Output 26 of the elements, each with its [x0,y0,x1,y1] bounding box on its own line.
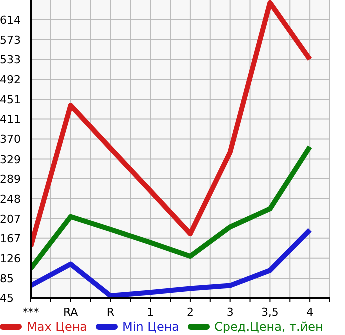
x-tick-label: *** [22,306,40,319]
y-tick-label: 126 [0,252,21,266]
y-tick-label: 248 [0,192,21,206]
x-tick-label: R [106,306,115,319]
y-tick-label: 492 [0,74,21,87]
y-tick-label: 411 [0,113,21,126]
y-tick-label: 533 [0,54,21,67]
y-tick-label: 329 [0,153,21,166]
x-tick-label: 3,5 [261,306,279,319]
y-tick-label: 370 [0,133,21,146]
y-tick-label: 167 [0,232,21,246]
legend-label: Min Цена [122,320,180,334]
y-tick-label: 573 [0,34,21,48]
x-tick-label: 4 [306,306,314,319]
y-tick-label: 207 [0,212,21,226]
y-tick-label: 451 [0,94,21,107]
y-tick-label: 45 [0,292,14,305]
y-tick-label: 289 [0,172,21,186]
x-tick-label: RA [64,306,79,319]
x-tick-label: 2 [186,306,194,319]
x-tick-label: 1 [147,306,154,319]
y-tick-label: 614 [0,14,21,28]
legend-label: Сред.Цена, т.йен [214,320,324,334]
y-tick-label: 85 [0,272,14,286]
legend-label: Max Цена [26,320,88,334]
x-tick-label: 3 [226,306,234,319]
